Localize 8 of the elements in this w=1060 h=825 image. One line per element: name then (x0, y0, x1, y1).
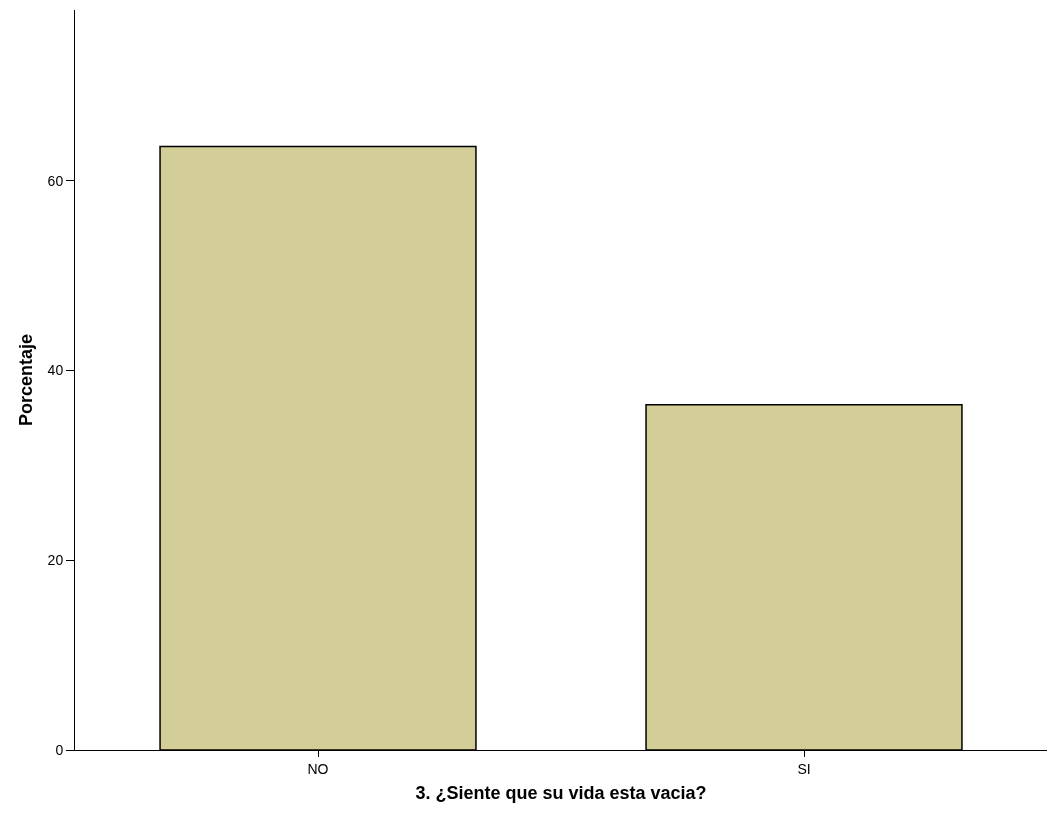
x-tick-label: SI (797, 760, 811, 777)
y-tick-label: 60 (47, 172, 64, 189)
y-tick-label: 0 (55, 741, 64, 758)
y-tick-label: 20 (47, 552, 64, 569)
y-tick-label: 40 (47, 362, 64, 379)
x-axis-title: 3. ¿Siente que su vida esta vacia? (415, 782, 707, 803)
x-tick-label: NO (307, 760, 329, 777)
y-axis-title: Porcentaje (15, 333, 36, 427)
